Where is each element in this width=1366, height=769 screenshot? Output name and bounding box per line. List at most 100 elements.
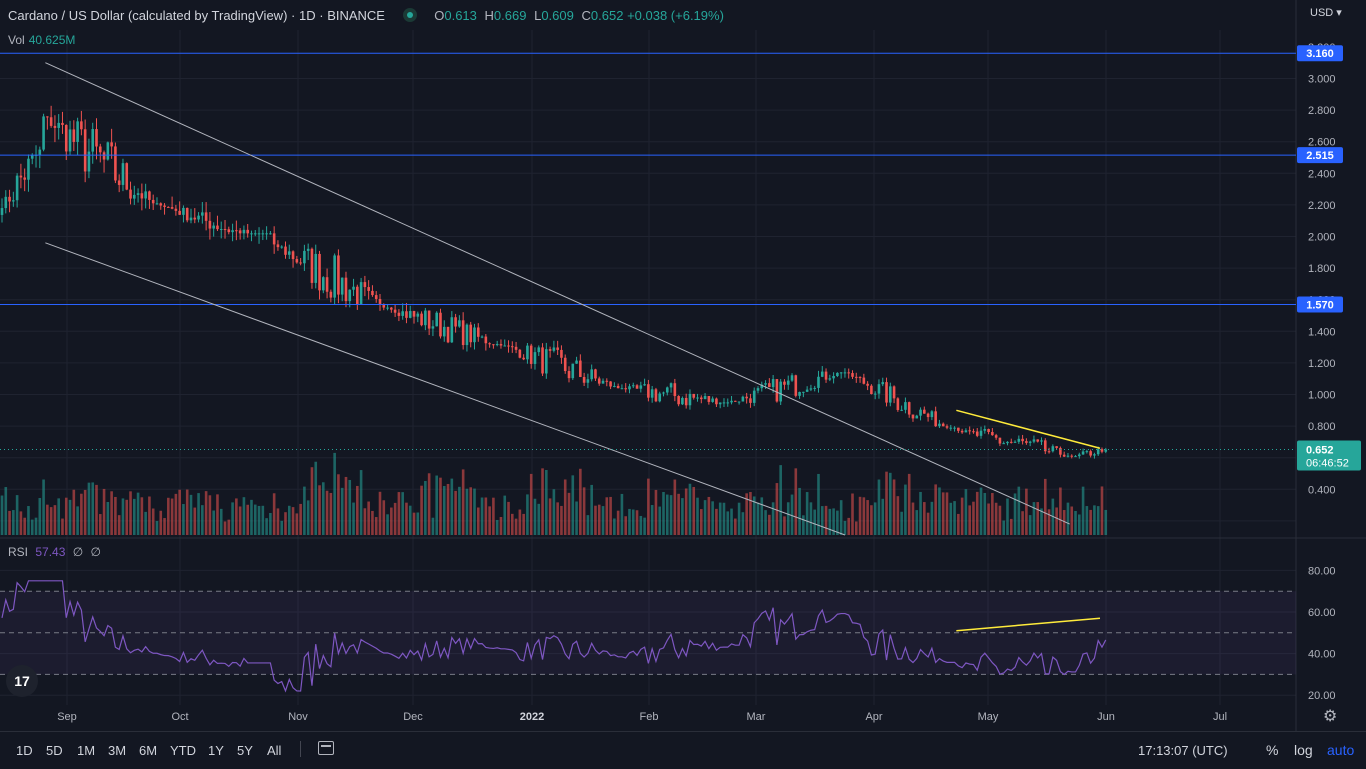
volume-bar: [775, 483, 779, 535]
candle-body: [61, 122, 64, 125]
symbol-title[interactable]: Cardano / US Dollar (calculated by Tradi…: [8, 8, 288, 23]
calendar-icon[interactable]: [318, 741, 334, 755]
candle-body: [541, 347, 544, 374]
rsi-legend[interactable]: RSI 57.43 ∅ ∅: [8, 545, 101, 559]
volume-bar: [650, 505, 654, 535]
volume-bar: [19, 511, 23, 535]
volume-bar: [442, 486, 446, 535]
chart-canvas[interactable]: 3.0002.8002.6002.4002.2002.0001.8001.600…: [0, 0, 1366, 731]
volume-bar: [881, 498, 885, 535]
candle-body: [900, 409, 903, 411]
utc-clock[interactable]: 17:13:07 (UTC): [1138, 743, 1228, 758]
candle-body: [442, 326, 446, 337]
volume-bar: [344, 476, 348, 535]
candle-body: [148, 191, 151, 200]
candle-body: [469, 324, 473, 343]
volume-bar: [416, 512, 420, 535]
candle-body: [121, 163, 125, 185]
volume-bar: [658, 506, 662, 535]
volume-bar: [212, 510, 215, 535]
volume-bar: [1104, 509, 1108, 535]
volume-bar: [367, 501, 370, 535]
candle-body: [1043, 440, 1047, 452]
candle-body: [843, 372, 847, 374]
candle-body: [72, 129, 76, 142]
candle-body: [110, 142, 113, 147]
currency-select[interactable]: USD ▾: [1310, 7, 1342, 19]
price-tick: 2.400: [1308, 168, 1336, 180]
volume-bar: [46, 504, 49, 535]
gear-icon[interactable]: ⚙: [1323, 708, 1338, 725]
range-ytd[interactable]: YTD: [170, 743, 196, 758]
percent-toggle[interactable]: %: [1266, 742, 1279, 758]
range-1d[interactable]: 1D: [16, 743, 33, 758]
candle-body: [647, 384, 650, 398]
tv-logo[interactable]: 17: [6, 665, 38, 697]
candle-body: [987, 429, 990, 433]
volume-bar: [242, 497, 246, 535]
interval[interactable]: 1D: [298, 8, 316, 23]
range-6m[interactable]: 6M: [139, 743, 158, 758]
range-3m[interactable]: 3M: [108, 743, 127, 758]
candle-body: [49, 117, 53, 126]
volume-bar: [631, 509, 635, 535]
range-5y[interactable]: 5Y: [237, 743, 253, 758]
volume-bar: [117, 515, 121, 535]
volume-bar: [133, 498, 136, 535]
volume-bar: [287, 505, 291, 535]
volume-bar: [953, 501, 956, 535]
volume-bar: [322, 482, 325, 535]
volume-bar: [1078, 514, 1081, 535]
auto-toggle[interactable]: auto: [1327, 742, 1355, 758]
drawings[interactable]: [0, 52, 1296, 632]
candle-body: [650, 389, 654, 398]
volume-bar: [106, 501, 110, 535]
candle-body: [427, 310, 431, 329]
candle-body: [526, 345, 529, 360]
time-tick: 2022: [520, 711, 544, 723]
log-toggle[interactable]: log: [1294, 742, 1313, 758]
range-all[interactable]: All: [267, 743, 282, 758]
volume-bar: [938, 487, 941, 535]
candle-body: [718, 402, 722, 405]
volume-bar: [900, 511, 903, 535]
candle-body: [1025, 441, 1028, 443]
candle-body: [654, 389, 658, 402]
volume-bar: [269, 512, 272, 535]
volume-bar: [201, 505, 204, 535]
candle-body: [340, 277, 344, 295]
volume-bar: [760, 497, 764, 535]
volume-bar: [802, 515, 805, 535]
volume-bar: [885, 471, 888, 535]
candle-body: [476, 327, 480, 337]
range-5d[interactable]: 5D: [46, 743, 63, 758]
volume-bar: [102, 488, 106, 535]
candle-body: [594, 369, 597, 379]
volume-bar: [204, 491, 208, 535]
candle-body: [38, 149, 42, 155]
volume-bar: [306, 500, 310, 535]
volume-bar: [469, 487, 473, 535]
volume-bar: [284, 512, 287, 535]
volume-bar: [72, 489, 76, 535]
time-tick: Mar: [747, 711, 766, 723]
candle-body: [556, 347, 559, 350]
volume-legend[interactable]: Vol 40.625M: [8, 33, 76, 47]
price-tick: 1.200: [1308, 358, 1336, 370]
volume-bar: [915, 510, 919, 535]
candle-body: [1096, 449, 1100, 455]
volume-bar: [628, 508, 631, 535]
range-1y[interactable]: 1Y: [208, 743, 224, 758]
candle-body: [745, 396, 748, 399]
volume-bar: [968, 505, 971, 535]
volume-bar: [1093, 505, 1096, 535]
volume-bar: [148, 496, 151, 535]
volume-bar: [53, 505, 57, 535]
volume-bar: [352, 502, 355, 535]
candle-body: [870, 385, 873, 395]
candle-body: [397, 312, 401, 316]
candle-body: [514, 346, 518, 350]
candle-body: [238, 230, 242, 234]
candle-body: [371, 290, 374, 296]
range-1m[interactable]: 1M: [77, 743, 96, 758]
